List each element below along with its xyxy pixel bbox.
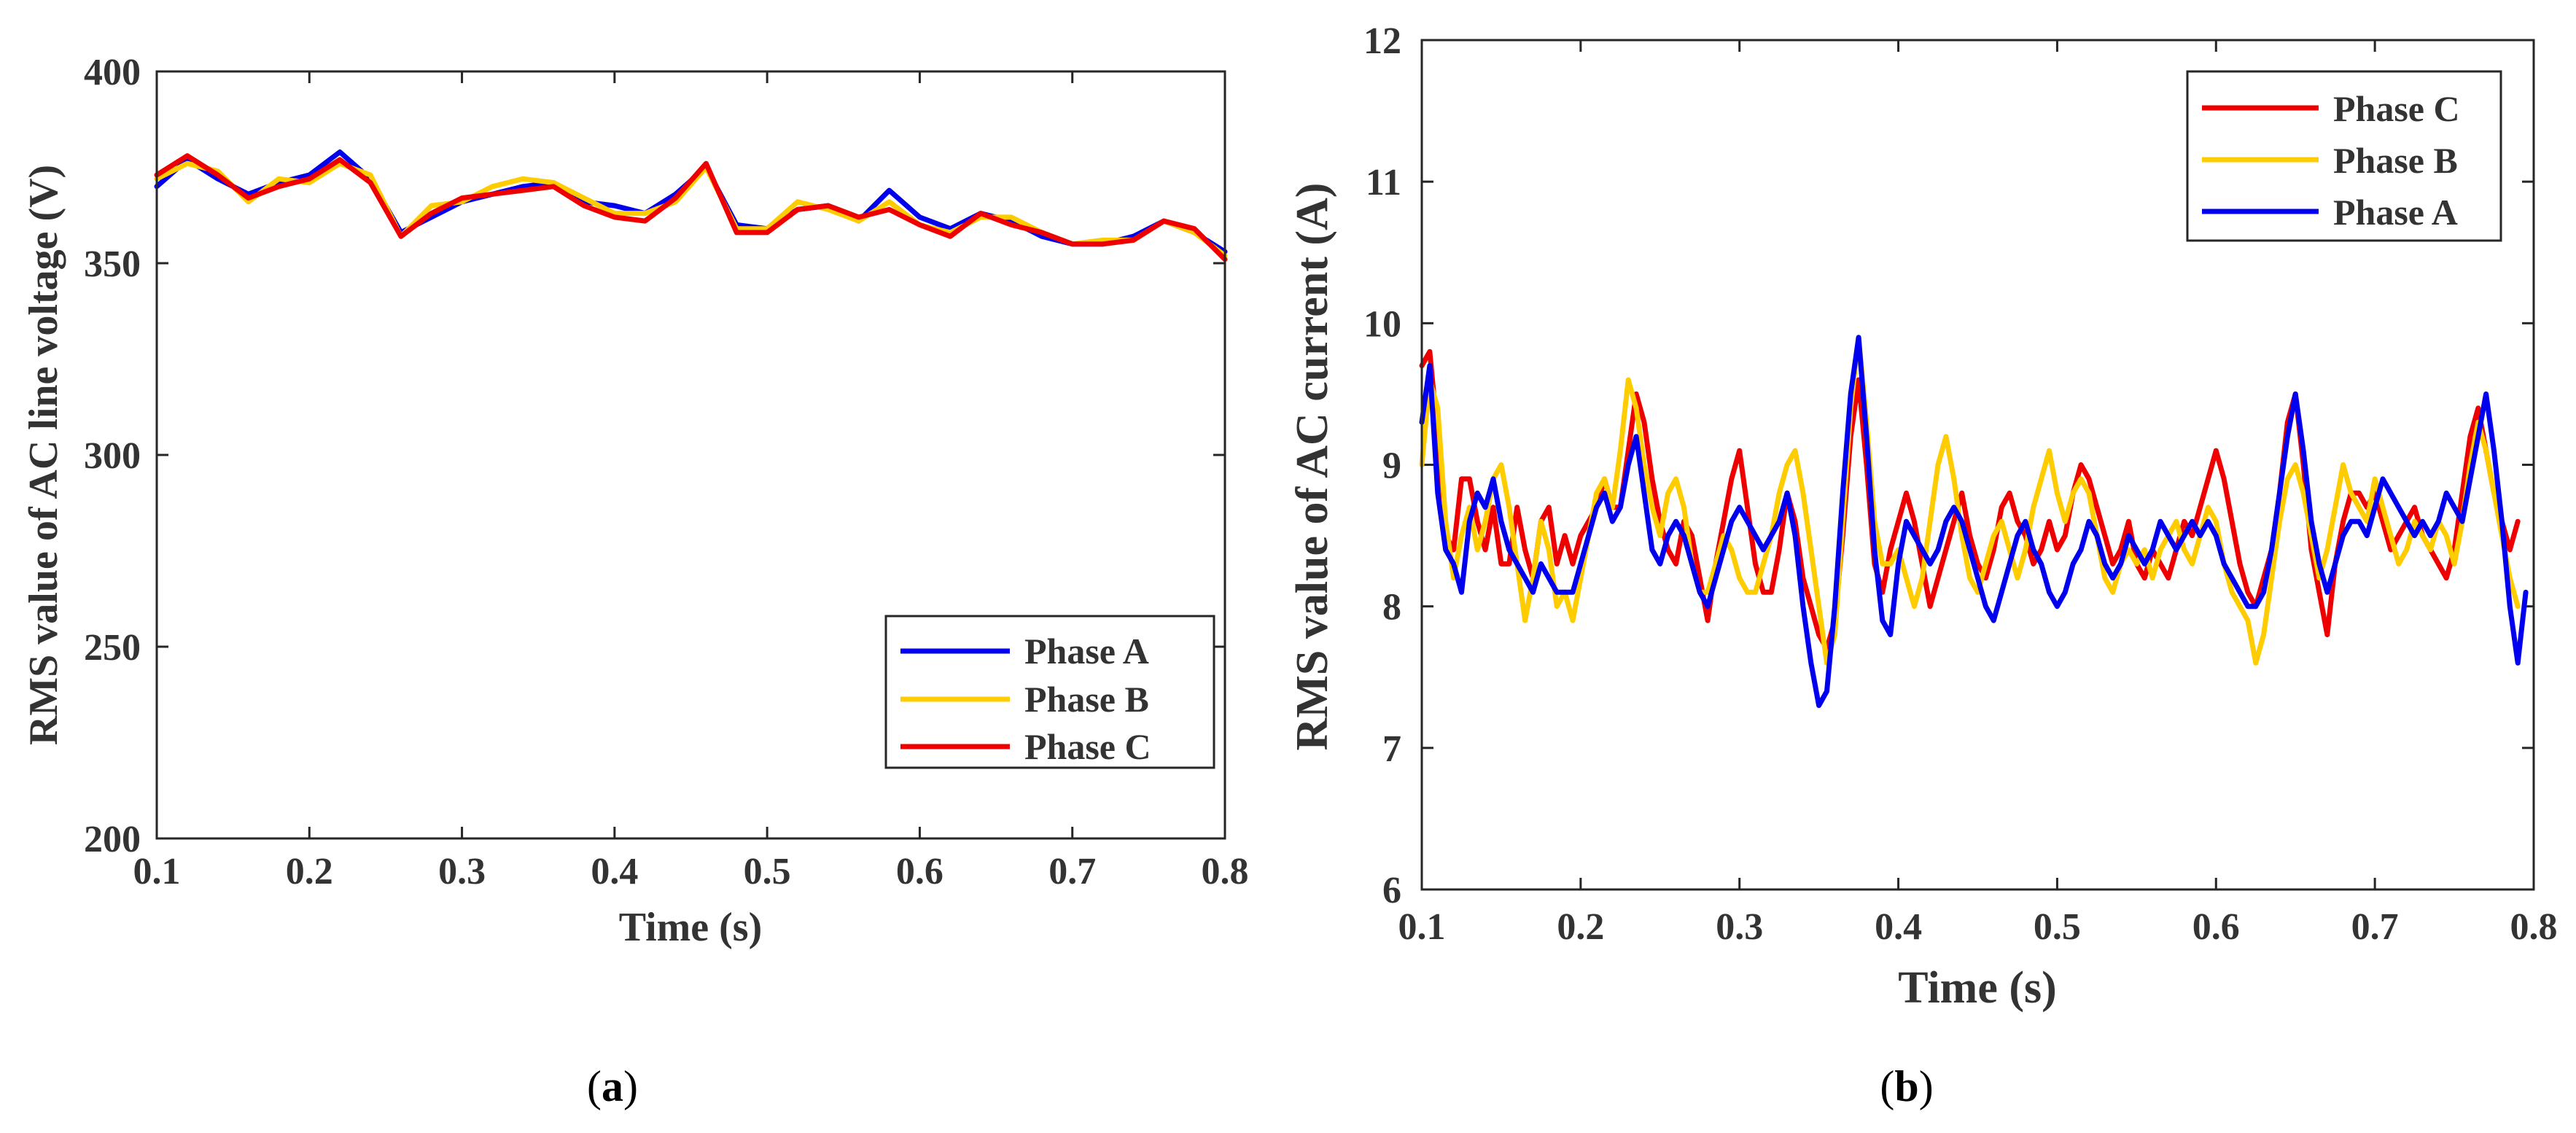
voltage-panel-label: (a) (587, 1062, 638, 1110)
current-x-tick-labels: 0.1 0.2 0.3 0.4 0.5 0.6 0.7 0.8 (1398, 906, 2558, 948)
current-x-tick-label: 0.8 (2510, 906, 2558, 948)
voltage-y-axis-label: RMS value of AC line voltage (V) (21, 165, 66, 745)
voltage-series-line-phase-a (154, 149, 1228, 254)
voltage-x-tick-label: 0.7 (1048, 851, 1096, 892)
voltage-y-tick-label: 350 (84, 244, 141, 285)
current-series-group (1419, 335, 2529, 709)
voltage-y-tick-label: 250 (84, 627, 141, 669)
current-y-tick-label: 8 (1382, 587, 1401, 628)
voltage-y-tick-label: 400 (84, 52, 141, 93)
current-y-tick-label: 7 (1382, 728, 1401, 770)
voltage-chart-panel: 0.1 0.2 0.3 0.4 0.5 0.6 0.7 0.8 200 250 300 350 400… (21, 52, 1249, 1110)
current-x-tick-label: 0.6 (2192, 906, 2240, 948)
voltage-legend: Phase A Phase B Phase C (884, 615, 1215, 769)
current-x-tick-label: 0.7 (2351, 906, 2399, 948)
current-panel-label: (b) (1880, 1062, 1933, 1110)
current-y-tick-label: 11 (1366, 162, 1401, 203)
current-y-tick-label: 6 (1382, 870, 1401, 911)
current-x-axis-label: Time (s) (1898, 963, 2057, 1013)
voltage-x-tick-label: 0.2 (286, 851, 333, 892)
voltage-legend-label-phase-b: Phase B (1024, 679, 1149, 720)
current-y-tick-labels: 6 7 8 9 10 11 12 (1363, 20, 1401, 911)
voltage-y-tick-label: 300 (84, 435, 141, 477)
current-legend-label-phase-c: Phase C (2333, 88, 2460, 129)
voltage-x-tick-label: 0.3 (438, 851, 486, 892)
current-legend: Phase C Phase B Phase A (2186, 70, 2502, 242)
voltage-x-tick-labels: 0.1 0.2 0.3 0.4 0.5 0.6 0.7 0.8 (133, 851, 1249, 892)
voltage-legend-box (884, 615, 1215, 769)
voltage-y-tick-labels: 200 250 300 350 400 (84, 52, 141, 860)
current-plot-frame (1420, 39, 2535, 891)
current-series-line-phase-a (1419, 335, 2529, 709)
current-y-tick-label: 12 (1363, 20, 1401, 62)
voltage-x-axis-label: Time (s) (619, 905, 763, 950)
current-y-tick-label: 9 (1382, 445, 1401, 487)
current-legend-label-phase-a: Phase A (2333, 192, 2458, 233)
voltage-series-line-phase-c (154, 153, 1228, 262)
current-series-line-phase-b (1419, 335, 2521, 666)
current-x-tick-label: 0.3 (1716, 906, 1763, 948)
current-x-tick-label: 0.5 (2034, 906, 2081, 948)
voltage-series-group (154, 149, 1228, 262)
voltage-legend-label-phase-a: Phase A (1024, 631, 1149, 671)
current-x-tick-label: 0.1 (1398, 906, 1446, 948)
current-y-tick-label: 10 (1363, 303, 1401, 345)
voltage-x-tick-label: 0.6 (896, 851, 943, 892)
current-legend-label-phase-b: Phase B (2333, 140, 2458, 181)
voltage-x-tick-label: 0.1 (133, 851, 181, 892)
current-chart-panel: 0.1 0.2 0.3 0.4 0.5 0.6 0.7 0.8 6 7 8 9 10 11 12 Time… (1288, 20, 2558, 1110)
voltage-plot-frame (155, 70, 1226, 840)
voltage-y-tick-label: 200 (84, 819, 141, 860)
current-y-axis-label: RMS value of AC current (A) (1288, 183, 1337, 751)
voltage-x-tick-label: 0.5 (744, 851, 791, 892)
current-x-tick-label: 0.2 (1557, 906, 1604, 948)
voltage-legend-label-phase-c: Phase C (1024, 726, 1151, 767)
current-x-tick-label: 0.4 (1875, 906, 1922, 948)
voltage-x-tick-label: 0.8 (1202, 851, 1249, 892)
voltage-x-tick-label: 0.4 (591, 851, 638, 892)
